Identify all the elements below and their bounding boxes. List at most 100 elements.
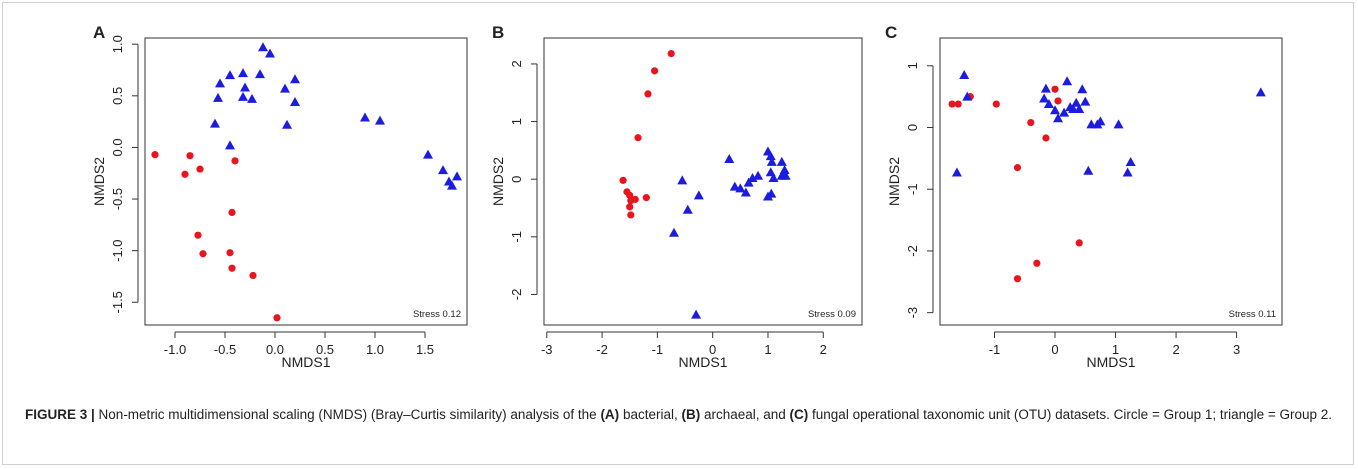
group2-point-c [1059,107,1070,117]
group2-point-c [962,91,973,101]
group2-point-c [1062,76,1073,86]
nmds-figure: A -1.0 -0.5 0.0 0.5 1.0 1.5 -1.5 -1.0 -0.5 0.0 0.5 1… [91,23,1283,370]
group2-point-c [1125,157,1136,167]
y-tick-label-c: -2 [905,245,920,257]
group2-point-a [213,92,223,102]
group1-point-a [226,249,234,257]
x-tick-label-b: -2 [596,342,608,357]
group1-point-a [151,151,159,159]
group2-point-c [951,167,962,177]
group2-point-a [240,82,250,92]
y-tick-label-a: 0.0 [110,138,125,156]
y-axis-title-c: NMDS2 [886,157,902,206]
y-tick-label-b: 0 [509,176,524,183]
group2-point-a [447,180,457,190]
group1-point-c [1051,85,1059,93]
group2-point-a [215,78,225,88]
group2-point-a [423,149,433,159]
group2-point-c [1083,165,1094,175]
group2-point-b [740,187,751,197]
group2-point-b [779,164,790,174]
x-tick-label-c: 3 [1233,342,1240,357]
caption-text-1: Non-metric multidimensional scaling (NMD… [94,407,601,422]
group2-point-a [247,93,257,103]
group2-point-c [1077,84,1088,94]
group2-point-b [776,156,787,166]
x-tick-label-a: 0.5 [316,342,334,357]
group2-point-a [360,112,370,122]
y-tick-label-a: -1.0 [110,239,125,261]
group2-point-a [290,97,300,107]
y-axis-title-b: NMDS2 [490,157,506,206]
group2-point-c [959,70,970,80]
group1-point-b [651,67,659,75]
group1-point-a [199,250,207,258]
caption-ref-c: (C) [789,407,809,422]
group2-point-b [691,309,702,319]
y-tick-label-c: -3 [905,307,920,319]
x-axis-title-c: NMDS1 [1086,354,1135,370]
group1-point-c [1042,134,1050,142]
x-tick-label-a: 0.0 [266,342,284,357]
group1-point-c [1075,239,1083,247]
panel-letter-a: A [93,23,105,42]
group2-point-a [452,171,462,181]
x-tick-label-c: 0 [1051,342,1058,357]
group1-point-b [631,195,639,203]
group1-point-a [186,152,194,160]
y-tick-label-b: 1 [509,118,524,125]
group2-point-a [265,48,275,58]
group2-point-b [766,188,777,198]
group1-point-c [1013,275,1022,283]
group1-point-b [634,134,642,142]
group1-point-c [1013,164,1022,172]
group2-point-c [1050,105,1061,115]
group2-point-b [668,227,679,237]
group2-point-a [282,119,292,129]
y-tick-label-b: 2 [509,60,524,67]
group1-point-a [228,264,236,272]
group2-point-c [1080,96,1091,106]
group1-point-a [249,271,257,280]
y-tick-label-a: -1.5 [110,291,125,313]
caption-figure-label: FIGURE 3 | [25,407,95,422]
group2-point-a [290,74,300,84]
x-tick-label-c: 1 [1112,342,1119,357]
group2-point-c [1255,87,1266,97]
group2-point-b [693,190,704,200]
group1-point-a [231,157,239,165]
x-tick-label-a: -1.0 [164,342,186,357]
caption-text-2: bacterial, [619,407,682,422]
group1-point-c [1027,118,1035,127]
group2-point-c [1122,167,1133,177]
group2-point-c [1043,99,1054,109]
y-tick-label-a: 1.0 [110,35,125,53]
group2-point-b [780,170,791,180]
group2-point-a [238,91,248,101]
x-tick-label-a: 1.0 [366,342,384,357]
group2-point-a [438,165,448,175]
group1-point-a [273,314,281,322]
y-axis-title-a: NMDS2 [91,157,107,206]
group1-point-a [196,165,204,173]
y-tick-label-c: 0 [905,124,920,131]
group2-point-a [238,68,248,78]
plot-frame-b [543,37,863,326]
group1-point-b [626,203,634,211]
group1-point-c [1033,259,1041,267]
x-tick-label-a: -0.5 [214,342,236,357]
y-tick-label-c: 1 [905,62,920,69]
group2-point-b [747,173,758,183]
group2-point-c [1040,83,1051,93]
group2-point-a [225,140,235,150]
group2-point-c [1039,93,1050,103]
group2-point-a [280,83,290,93]
group2-point-b [765,151,776,161]
group1-point-b [667,49,675,58]
group2-point-a [375,115,385,125]
plot-frame-c [939,37,1283,326]
y-tick-label-c: -1 [905,183,920,195]
group2-point-c [1071,97,1082,107]
x-tick-label-c: 2 [1172,342,1179,357]
